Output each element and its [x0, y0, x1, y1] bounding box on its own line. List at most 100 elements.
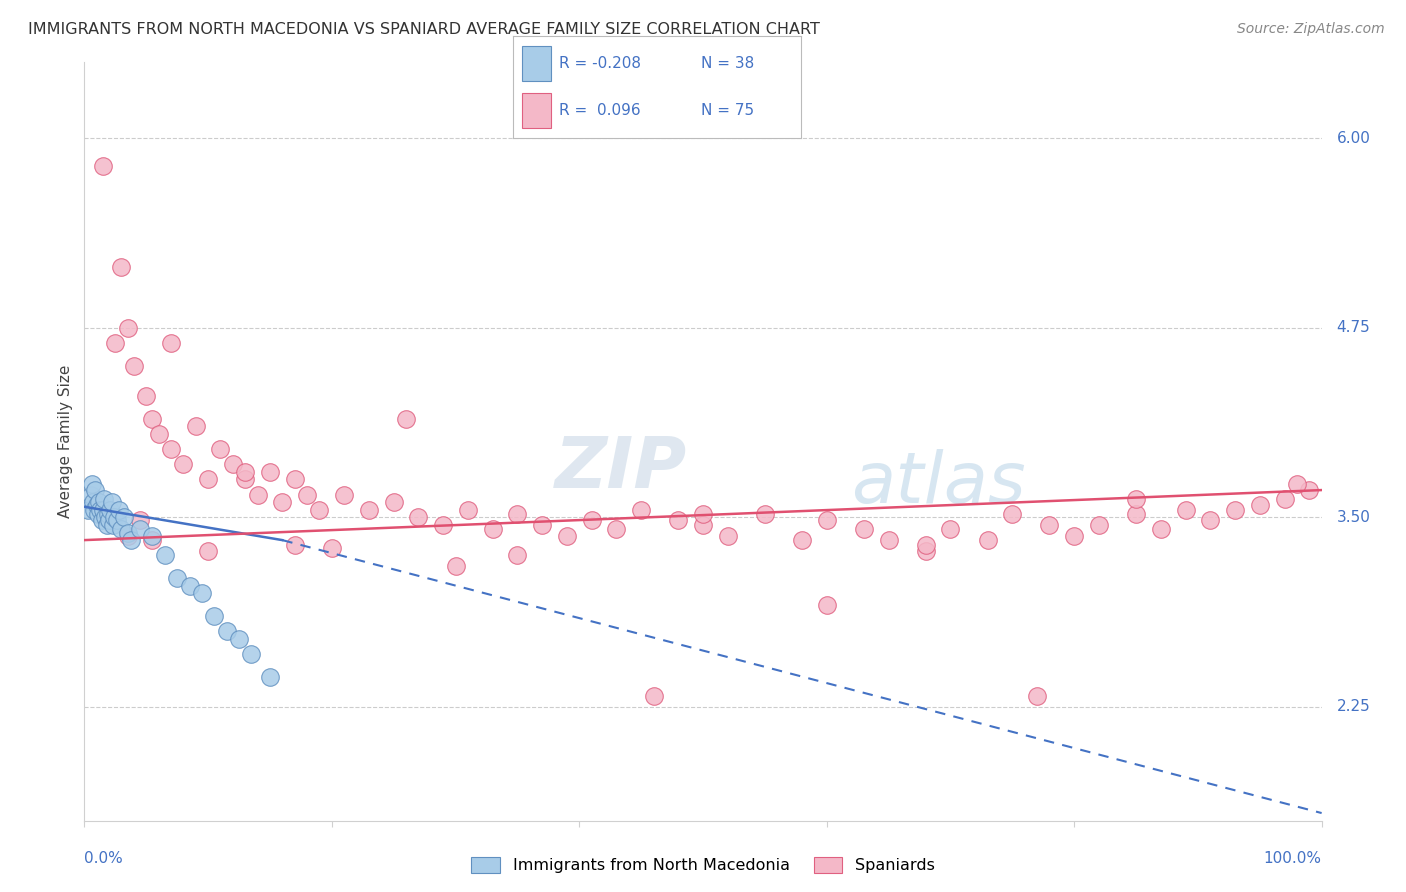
- Point: [1026, 690, 1049, 704]
- Point: [271, 495, 294, 509]
- Point: [531, 517, 554, 532]
- Point: [82, 495, 104, 509]
- Point: [89, 503, 111, 517]
- Point: [160, 442, 183, 457]
- Point: [555, 528, 578, 542]
- Point: [148, 427, 170, 442]
- Text: 0.0%: 0.0%: [84, 851, 124, 866]
- Point: [815, 599, 838, 613]
- Point: [108, 503, 131, 517]
- Point: [259, 465, 281, 479]
- Point: [91, 503, 114, 517]
- Point: [1249, 498, 1271, 512]
- Point: [141, 528, 163, 542]
- Legend: Immigrants from North Macedonia, Spaniards: Immigrants from North Macedonia, Spaniar…: [464, 850, 942, 880]
- Point: [96, 517, 118, 532]
- Point: [80, 477, 103, 491]
- Point: [852, 523, 875, 537]
- Point: [117, 528, 139, 542]
- Point: [432, 517, 454, 532]
- Point: [233, 473, 256, 487]
- Point: [98, 503, 121, 517]
- Point: [581, 513, 603, 527]
- Point: [1274, 492, 1296, 507]
- Point: [103, 510, 125, 524]
- Point: [104, 335, 127, 350]
- Text: 4.75: 4.75: [1337, 320, 1371, 335]
- Point: [717, 528, 740, 542]
- Point: [1174, 503, 1197, 517]
- Point: [1199, 513, 1222, 527]
- Point: [630, 503, 652, 517]
- Point: [914, 538, 936, 552]
- Point: [172, 457, 194, 471]
- Point: [184, 419, 207, 434]
- Point: [166, 571, 188, 585]
- Bar: [522, 45, 551, 81]
- Point: [395, 411, 418, 425]
- Point: [754, 508, 776, 522]
- Text: IMMIGRANTS FROM NORTH MACEDONIA VS SPANIARD AVERAGE FAMILY SIZE CORRELATION CHAR: IMMIGRANTS FROM NORTH MACEDONIA VS SPANI…: [28, 22, 820, 37]
- Point: [120, 533, 142, 547]
- Text: ZIP: ZIP: [554, 434, 686, 503]
- Point: [160, 335, 183, 350]
- Point: [100, 495, 122, 509]
- Point: [914, 543, 936, 558]
- Point: [444, 558, 467, 573]
- Point: [91, 159, 114, 173]
- Text: N = 75: N = 75: [700, 103, 754, 118]
- Point: [1125, 492, 1147, 507]
- Text: 2.25: 2.25: [1337, 699, 1371, 714]
- Point: [93, 492, 115, 507]
- Point: [457, 503, 479, 517]
- Point: [197, 473, 219, 487]
- Point: [77, 503, 100, 517]
- Point: [1285, 477, 1308, 491]
- Point: [1038, 517, 1060, 532]
- Point: [98, 513, 121, 527]
- Point: [79, 488, 101, 502]
- Point: [141, 533, 163, 547]
- Point: [89, 495, 111, 509]
- Y-axis label: Average Family Size: Average Family Size: [58, 365, 73, 518]
- Point: [976, 533, 998, 547]
- Point: [141, 411, 163, 425]
- Point: [692, 508, 714, 522]
- Point: [97, 508, 120, 522]
- Point: [295, 488, 318, 502]
- Point: [90, 513, 112, 527]
- Point: [284, 473, 307, 487]
- Point: [117, 320, 139, 334]
- Point: [308, 503, 330, 517]
- Point: [1223, 503, 1246, 517]
- Point: [481, 523, 503, 537]
- Point: [110, 523, 132, 537]
- Point: [692, 517, 714, 532]
- Point: [240, 647, 263, 661]
- Point: [1298, 483, 1320, 497]
- Point: [408, 510, 430, 524]
- Point: [191, 586, 214, 600]
- Text: R =  0.096: R = 0.096: [560, 103, 641, 118]
- Point: [153, 548, 176, 563]
- Point: [86, 498, 108, 512]
- Point: [233, 465, 256, 479]
- Point: [129, 523, 152, 537]
- Text: N = 38: N = 38: [700, 56, 754, 70]
- Point: [179, 579, 201, 593]
- Point: [122, 359, 145, 373]
- Point: [790, 533, 813, 547]
- Point: [84, 483, 107, 497]
- Point: [382, 495, 405, 509]
- Point: [939, 523, 962, 537]
- Point: [259, 669, 281, 683]
- Point: [506, 508, 529, 522]
- Point: [94, 510, 117, 524]
- Point: [105, 513, 128, 527]
- Point: [222, 457, 245, 471]
- Point: [112, 510, 135, 524]
- Point: [321, 541, 343, 555]
- Point: [643, 690, 665, 704]
- Point: [202, 609, 225, 624]
- Point: [1088, 517, 1111, 532]
